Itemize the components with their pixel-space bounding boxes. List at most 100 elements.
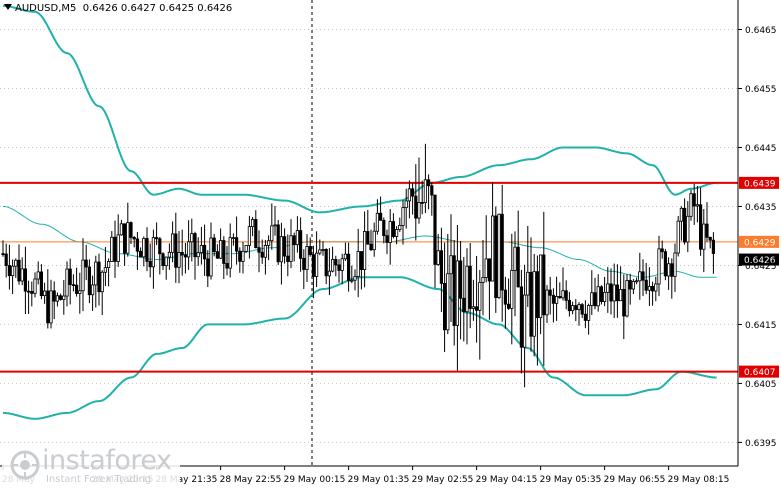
candle-body — [503, 289, 508, 305]
candle-body — [657, 248, 661, 285]
candle-body — [452, 255, 456, 326]
time-tick-label: 28 May 22:55 — [220, 475, 282, 485]
candle — [247, 215, 251, 259]
candle-body — [75, 284, 79, 294]
candle — [186, 220, 191, 270]
candle — [295, 216, 300, 253]
candle-body — [87, 266, 91, 296]
candle-body — [202, 244, 207, 260]
candle — [705, 202, 709, 242]
candle — [410, 182, 415, 215]
candle — [129, 221, 133, 245]
candle-body — [238, 250, 242, 262]
candle — [209, 222, 213, 280]
candle-body — [107, 261, 111, 269]
candle-body — [100, 271, 104, 293]
candle — [183, 243, 187, 274]
candle-body — [484, 258, 488, 278]
candle — [327, 248, 332, 296]
candle — [417, 157, 421, 224]
candle-body — [330, 259, 335, 272]
candle-body — [145, 238, 149, 262]
candle — [571, 301, 575, 315]
candle-body — [65, 268, 69, 297]
candle-body — [135, 238, 139, 252]
candle — [59, 293, 63, 301]
candle — [551, 288, 556, 323]
candle-body — [142, 238, 146, 258]
candle-body — [302, 257, 306, 270]
candle-body — [222, 240, 226, 264]
candle — [430, 182, 434, 216]
candle-body — [526, 271, 530, 296]
candle — [487, 258, 492, 320]
candle-body — [218, 240, 223, 259]
candle-body — [670, 263, 674, 277]
candle — [436, 234, 440, 266]
candle-body — [439, 250, 444, 284]
candle — [231, 233, 235, 246]
candle-body — [71, 284, 75, 287]
candle — [167, 243, 171, 270]
candle — [270, 203, 274, 250]
candle-body — [555, 296, 559, 304]
candle-body — [138, 250, 143, 258]
candle-body — [369, 243, 373, 251]
candle-body — [154, 237, 159, 240]
candle-body — [298, 230, 303, 259]
candle-body — [324, 249, 328, 277]
candle-body — [571, 305, 575, 312]
candle-body — [391, 221, 396, 237]
candle — [535, 255, 540, 366]
collapse-triangle-icon[interactable] — [4, 4, 12, 10]
candle — [654, 276, 658, 302]
candle — [158, 236, 162, 275]
candle-body — [551, 294, 556, 304]
candle — [180, 229, 184, 276]
candle — [330, 246, 335, 273]
candle — [439, 227, 444, 312]
candle — [500, 184, 504, 322]
candle-body — [529, 271, 533, 337]
candle-body — [686, 215, 690, 243]
candle-body — [542, 254, 546, 316]
candle — [542, 211, 546, 366]
indicators — [2, 4, 717, 420]
candle-body — [708, 236, 712, 241]
candle-body — [679, 207, 684, 222]
candle-body — [455, 260, 460, 326]
candle — [7, 244, 11, 290]
candle-body — [314, 252, 319, 277]
candle — [68, 258, 72, 305]
candle-body — [94, 261, 98, 286]
candle-body — [471, 306, 476, 309]
candle — [695, 185, 700, 223]
level-price-tag — [739, 176, 779, 189]
candle — [494, 206, 498, 313]
candle-body — [619, 288, 623, 302]
candle — [145, 227, 149, 272]
candle — [609, 268, 613, 315]
candle-body — [49, 290, 53, 324]
candle — [132, 235, 136, 248]
price-axis[interactable]: 0.6465 0.6455 0.6445 0.6435 0.6425 0.6415 0.64… — [738, 26, 777, 449]
candle-body — [59, 295, 63, 300]
candle — [346, 242, 351, 292]
candle-body — [625, 280, 629, 317]
candle-body — [68, 268, 72, 286]
candle-body — [174, 233, 178, 268]
candle-body — [410, 188, 415, 197]
candle — [366, 209, 370, 245]
candle — [426, 174, 431, 210]
price-tick-label: 0.6405 — [745, 380, 777, 390]
candle — [161, 252, 165, 270]
candle-body — [305, 246, 309, 270]
candle-body — [110, 236, 114, 262]
candle — [545, 285, 549, 323]
candlesticks — [1, 143, 716, 388]
candle-body — [587, 305, 591, 321]
candle — [513, 231, 517, 317]
candle-body — [494, 215, 498, 299]
candle — [78, 272, 82, 314]
